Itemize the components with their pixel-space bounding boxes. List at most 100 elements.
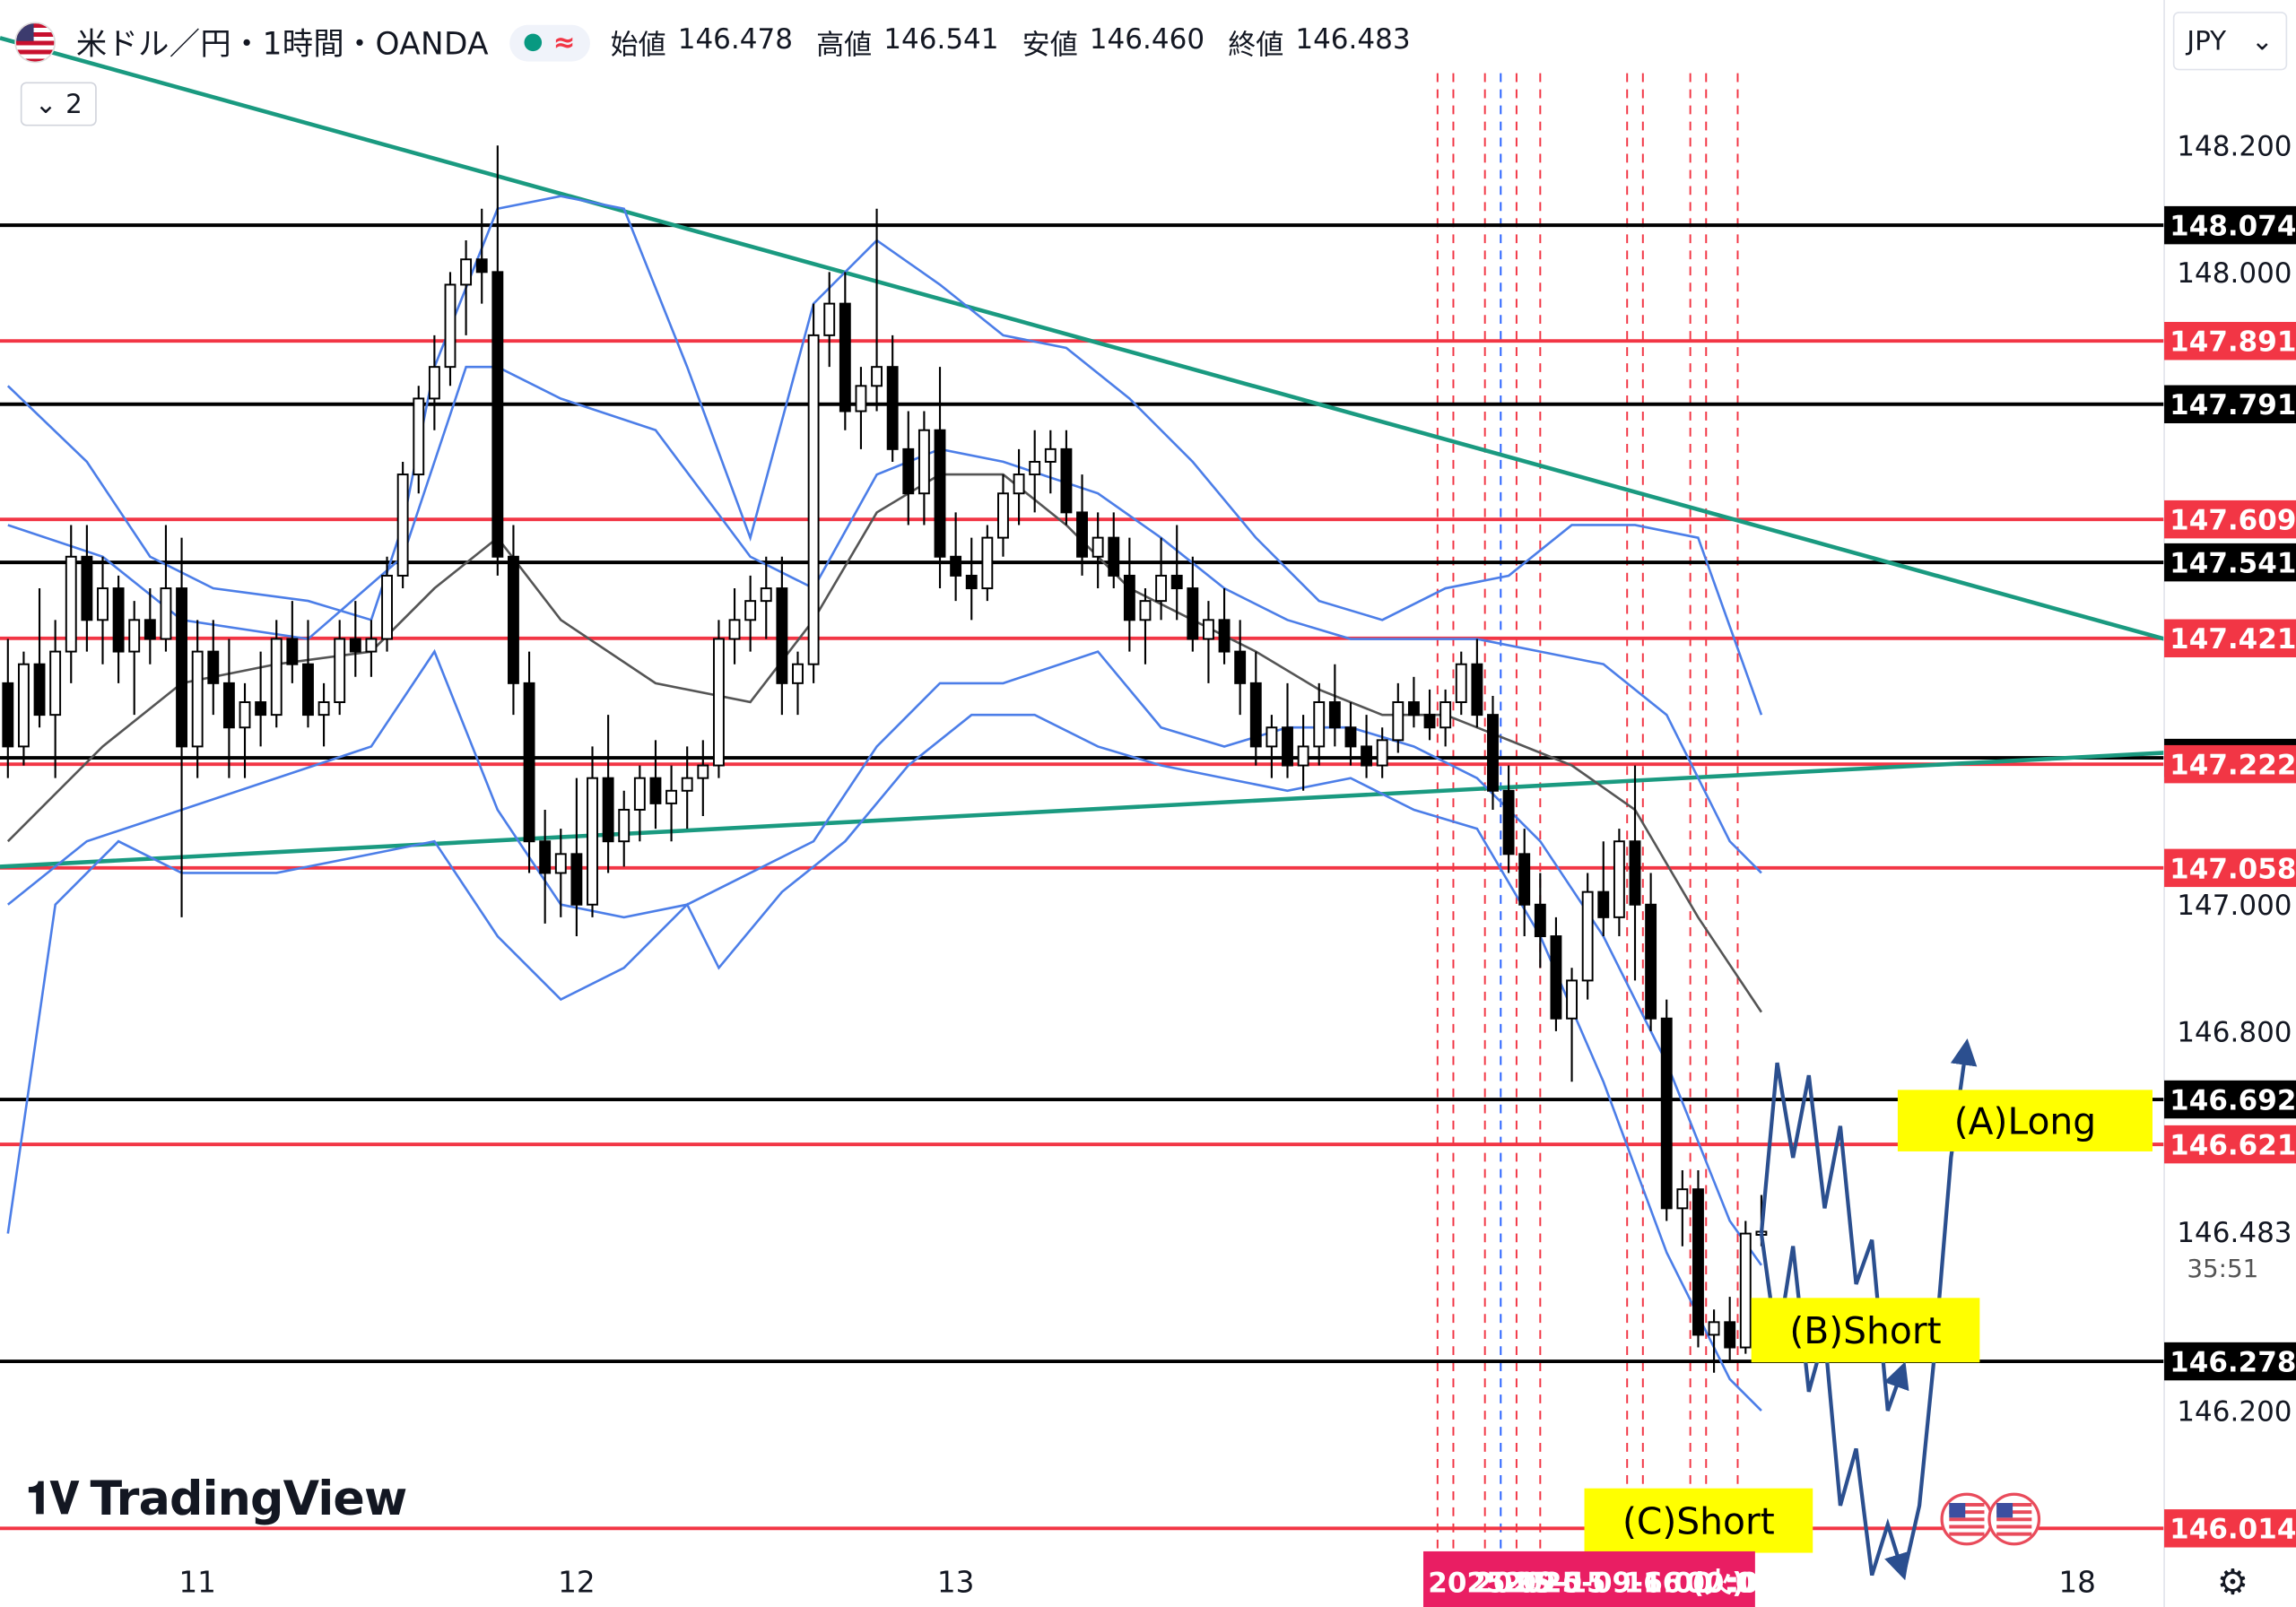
open-value: 146.478 (677, 22, 794, 56)
candles (2, 145, 1768, 1373)
candle-body (1597, 890, 1610, 918)
candle (1202, 601, 1214, 683)
indicator-collapse-button[interactable]: ⌄ 2 (20, 82, 97, 126)
candle-body (286, 638, 299, 665)
candle-body (239, 701, 251, 729)
open-label: 始値 (610, 28, 666, 61)
candle (1155, 537, 1168, 621)
price-level-label-bg (2164, 744, 2296, 784)
candle (207, 620, 220, 716)
candle-body (176, 587, 187, 748)
candle-body (334, 638, 346, 704)
candle (792, 651, 804, 716)
candle-body (886, 366, 899, 450)
candle (1566, 968, 1578, 1082)
candle-body (1376, 739, 1388, 767)
candle-body (823, 302, 836, 336)
candle (65, 525, 77, 683)
candle (349, 601, 361, 677)
candle (286, 601, 299, 683)
price-level-label: 147.541 (2164, 543, 2296, 582)
scenario-label-text: (A)Long (1954, 1099, 2096, 1142)
candle (665, 765, 678, 842)
flag-canton (1996, 1503, 2013, 1518)
price-level-label: 147.058 (2164, 848, 2296, 888)
candle (523, 651, 535, 873)
settings-gear-icon[interactable]: ⚙ (2216, 1561, 2248, 1603)
candle-body (902, 447, 915, 495)
bollinger-mid-upper-line (7, 365, 1762, 874)
time-range-label: 00:00 (1685, 1568, 1774, 1600)
candle (633, 765, 646, 842)
candle-body (1645, 903, 1657, 1020)
scenario-label-bg (1897, 1090, 2152, 1151)
scenario-label-text: (B)Short (1789, 1309, 1941, 1352)
candle (144, 588, 156, 665)
price-level-label: 147.421 (2164, 619, 2296, 658)
close-value: 146.483 (1295, 22, 1411, 56)
candle-body (413, 397, 425, 476)
candle (255, 651, 267, 747)
candle (871, 208, 883, 412)
price-level-label: 146.621 (2164, 1125, 2296, 1164)
chevron-down-icon: ⌄ (34, 88, 57, 120)
candle-body (1076, 511, 1088, 558)
price-level-label: 148.074 (2164, 205, 2296, 245)
candle-body (1249, 682, 1262, 748)
currency-selector[interactable]: JPY ⌄ (2172, 12, 2288, 71)
candle (191, 620, 204, 778)
candle (81, 525, 93, 652)
flag-stripe (1949, 1503, 1985, 1507)
candle-body (649, 777, 662, 804)
candle-body (17, 663, 30, 748)
scenario-label: (A)Long (1897, 1090, 2152, 1151)
candle (1471, 638, 1483, 728)
price-axis-bg (2164, 0, 2296, 1607)
candle-body (1313, 701, 1326, 748)
price-level-label-text: 148.074 (2170, 211, 2296, 243)
candle-body (349, 638, 361, 653)
candle-body (1202, 619, 1214, 640)
candle-body (839, 302, 851, 413)
candle (1534, 873, 1546, 969)
trendline (0, 36, 2165, 641)
candle-body (255, 701, 267, 717)
candle (1724, 1297, 1736, 1360)
candle (1660, 999, 1673, 1221)
trendline (0, 751, 2165, 869)
flag-stripe (1996, 1510, 2032, 1515)
price-level-label: 147.791 (2164, 385, 2296, 424)
candle-body (460, 258, 473, 286)
candle (1708, 1309, 1720, 1373)
candle (1344, 702, 1357, 766)
candle (649, 740, 662, 830)
candle-body (1407, 701, 1420, 717)
event-lines (1436, 73, 1739, 1551)
candle (1249, 651, 1262, 766)
candle-body (112, 587, 125, 653)
candle-body (602, 777, 614, 843)
candle (317, 682, 330, 747)
market-status[interactable]: ≈ (509, 23, 590, 61)
price-level-label-text: 146.621 (2170, 1130, 2296, 1162)
candle-body (807, 334, 820, 665)
candle (1361, 715, 1373, 778)
high-value: 146.541 (883, 22, 999, 56)
candle (539, 809, 552, 924)
flag-stripe (1949, 1510, 1985, 1515)
symbol-title[interactable]: 米ドル／円・1時間・OANDA (75, 26, 489, 62)
data-delay-icon: ≈ (552, 27, 576, 58)
candle-body (1550, 935, 1562, 1020)
candle-body (65, 555, 77, 653)
price-level-label: 147.891 (2164, 321, 2296, 360)
candle-body (665, 789, 678, 804)
candle (1518, 829, 1531, 937)
candle (1218, 588, 1231, 665)
us-event-flag-icon (1987, 1492, 2041, 1546)
candle-body (191, 650, 204, 748)
candle (2, 638, 14, 778)
candle-body (160, 587, 172, 640)
candle-body (128, 619, 141, 653)
time-range-label: 2025-09-16 (火) (1504, 1568, 1744, 1600)
